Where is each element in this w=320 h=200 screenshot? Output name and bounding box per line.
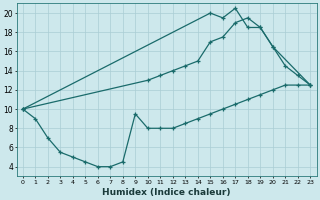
- X-axis label: Humidex (Indice chaleur): Humidex (Indice chaleur): [102, 188, 231, 197]
